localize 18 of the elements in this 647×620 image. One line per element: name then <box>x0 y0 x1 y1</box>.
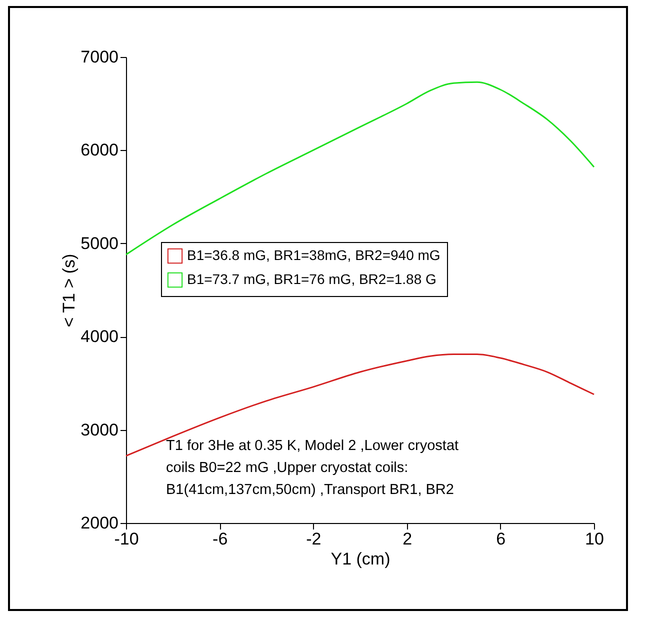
x-tick-label: -2 <box>306 530 322 548</box>
y-tick-label: 5000 <box>80 234 118 253</box>
x-tick-label: 10 <box>585 530 604 548</box>
line-series <box>125 354 595 457</box>
y-tick-label: 4000 <box>80 327 118 346</box>
y-tick-label: 2000 <box>80 514 118 532</box>
y-axis-title: < T1 > (s) <box>60 254 79 328</box>
y-tick-label: 6000 <box>80 140 118 160</box>
y-tick-label: 3000 <box>80 420 118 440</box>
x-axis-title: Y1 (cm) <box>330 550 390 568</box>
y-tick-label: 7000 <box>80 48 118 66</box>
annotation: T1 for 3He at 0.35 K, Model 2 ,Lower cryostat coils B0=22 mG ,Upper cryostat coils: B1(41cm,137cm,50cm) ,Transport BR1, BR2 <box>166 438 459 498</box>
legend-label: B1=36.8 mG, BR1=38mG, BR2=940 mG <box>187 247 440 263</box>
x-tick-label: -6 <box>212 530 228 548</box>
x-tick-label: 6 <box>496 530 506 548</box>
x-tick-label: 2 <box>402 530 412 548</box>
x-tick-label: -10 <box>114 530 139 548</box>
legend-label: B1=73.7 mG, BR1=76 mG, BR2=1.88 G <box>187 271 436 287</box>
